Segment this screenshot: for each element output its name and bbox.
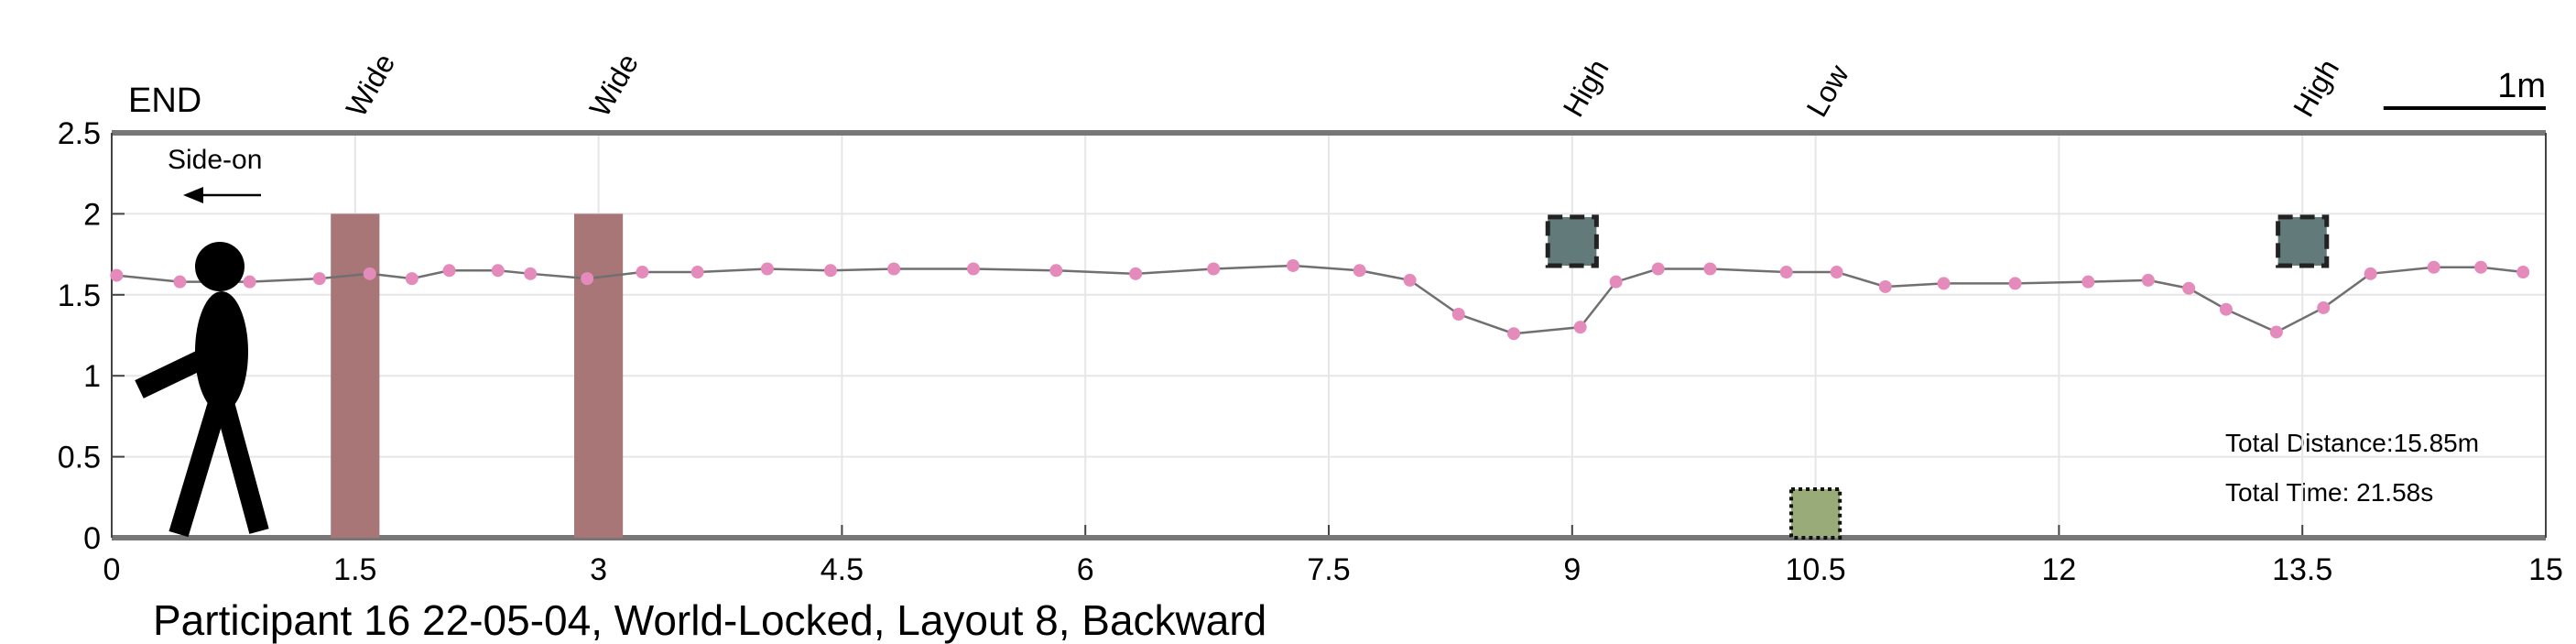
trajectory-point (2269, 325, 2283, 339)
trajectory-point (442, 264, 456, 278)
y-tick-label: 2 (83, 197, 101, 232)
trajectory-point (2141, 273, 2155, 287)
y-tick-label: 0.5 (58, 441, 101, 475)
y-tick-label: 0 (83, 521, 101, 556)
trajectory-point (1353, 264, 1366, 278)
trajectory-point (491, 264, 505, 278)
trajectory-point (1878, 279, 1892, 293)
x-tick-label: 0 (103, 552, 121, 587)
trajectory-point (1779, 266, 1793, 279)
trajectory-point (966, 262, 980, 276)
trajectory-point (1451, 308, 1465, 322)
obstacle (2276, 214, 2330, 268)
y-tick-label: 2.5 (58, 116, 101, 151)
trajectory-point (1049, 264, 1063, 278)
arrow-head (183, 187, 203, 203)
obstacle-label: Wide (340, 48, 402, 122)
trajectory-point (173, 275, 187, 289)
trajectory-point (2081, 275, 2095, 289)
x-tick-label: 10.5 (1786, 552, 1846, 587)
trajectory-point (1651, 262, 1665, 276)
total-distance: Total Distance:15.85m (2225, 429, 2479, 457)
obstacle (1545, 214, 1599, 268)
trajectory-point (243, 275, 256, 289)
x-tick-label: 4.5 (821, 552, 864, 587)
trajectory-point (363, 267, 376, 280)
obstacle-label: Wide (582, 48, 645, 122)
x-tick-label: 7.5 (1307, 552, 1350, 587)
trajectory-point (1703, 262, 1717, 276)
trajectory-point (760, 262, 774, 276)
total-time: Total Time: 21.58s (2225, 478, 2433, 507)
x-tick-label: 6 (1077, 552, 1094, 587)
arm (135, 348, 211, 398)
trajectory-point (2364, 267, 2377, 280)
x-tick-label: 3 (590, 552, 607, 587)
x-tick-label: 13.5 (2272, 552, 2332, 587)
trajectory-point (2182, 281, 2196, 295)
trajectory-point (405, 272, 418, 286)
trajectory-point (312, 272, 326, 286)
trajectory-point (2219, 302, 2233, 316)
y-tick-label: 1.5 (58, 278, 101, 313)
trajectory-point (1287, 258, 1300, 272)
x-tick-label: 9 (1563, 552, 1581, 587)
obstacle-label: Low (1799, 59, 1855, 123)
obstacle-label: High (1557, 54, 1615, 123)
trajectory-point (1129, 267, 1143, 280)
scale-bar-label: 1m (2497, 67, 2546, 105)
direction-label: Side-on (168, 145, 262, 175)
trajectory-point (2008, 277, 2022, 290)
obstacle (574, 213, 624, 538)
trajectory-point (524, 267, 538, 280)
end-label: END (128, 82, 201, 120)
trajectory-point (887, 262, 901, 276)
obstacle-label: High (2287, 54, 2345, 123)
x-tick-label: 1.5 (333, 552, 376, 587)
trajectory-point (2516, 266, 2530, 279)
leg (214, 400, 269, 534)
x-tick-label: 15 (2528, 552, 2563, 587)
chart-title: Participant 16 22-05-04, World-Locked, L… (153, 596, 1266, 644)
body (195, 291, 248, 412)
trajectory-point (2317, 300, 2331, 314)
trajectory-point (1830, 266, 1843, 279)
trajectory-point (110, 268, 124, 282)
trajectory-point (1507, 327, 1521, 341)
plot-area: 0 1.5 3 4.5 6 7.5 9 10.5 12 13.5 15 0 0.5 1 1.5 2 2.5 Wid… (58, 48, 2563, 587)
trajectory-point (581, 272, 594, 286)
trajectory-point (823, 264, 837, 278)
head (195, 242, 245, 291)
trajectory-point (1207, 262, 1221, 276)
trajectory-point (1937, 277, 1951, 290)
trajectory-point (1403, 273, 1417, 287)
obstacle (1789, 486, 1842, 540)
trajectory-point (1573, 321, 1587, 334)
x-tick-label: 12 (2041, 552, 2076, 587)
stick-figure (135, 242, 269, 538)
trajectory-point (636, 266, 649, 279)
trajectory-point (2474, 260, 2488, 274)
trajectory-line (116, 264, 2524, 335)
trajectory-point (690, 266, 704, 279)
trajectory-point (2427, 260, 2440, 274)
trajectory-point (1609, 275, 1623, 289)
y-tick-label: 1 (83, 359, 101, 394)
obstacle (331, 213, 380, 538)
leg (168, 399, 228, 538)
